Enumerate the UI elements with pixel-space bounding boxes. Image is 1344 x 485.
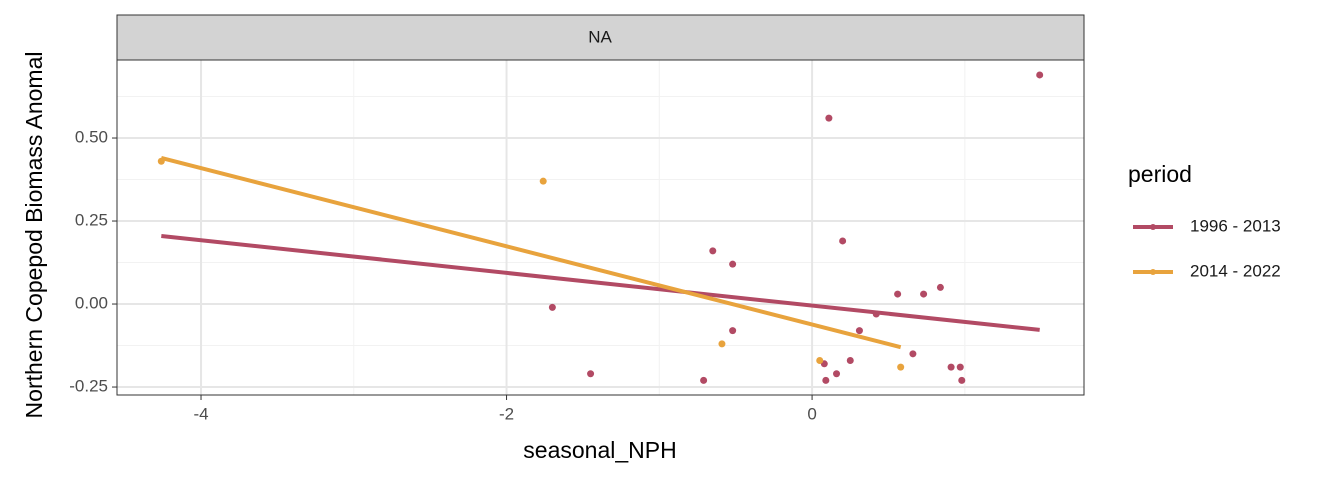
point: [958, 376, 966, 384]
legend-key-point: [1150, 224, 1156, 230]
y-tick-label: 0.50: [75, 128, 108, 147]
y-tick-label: -0.25: [69, 377, 108, 396]
x-tick-label: -2: [499, 404, 514, 423]
point: [539, 177, 547, 185]
point: [909, 350, 917, 358]
point: [872, 310, 880, 318]
x-tick-label: 0: [807, 404, 816, 423]
x-tick-label: -4: [193, 404, 208, 423]
point: [855, 327, 863, 335]
point: [729, 327, 737, 335]
point: [833, 370, 841, 378]
point: [157, 157, 165, 165]
legend-title: period: [1128, 161, 1192, 187]
point: [936, 283, 944, 291]
fit-line: [160, 156, 902, 350]
point: [825, 114, 833, 122]
fit-line: [161, 233, 1040, 332]
point: [709, 247, 717, 255]
point: [1036, 71, 1044, 79]
legend-key-point: [1150, 269, 1156, 275]
y-tick-label: 0.00: [75, 294, 108, 313]
facet-label: NA: [588, 27, 612, 46]
panel-border: [116, 59, 1085, 396]
point: [920, 290, 928, 298]
point: [700, 376, 708, 384]
point: [846, 356, 854, 364]
point: [897, 363, 905, 371]
point: [894, 290, 902, 298]
point: [587, 370, 595, 378]
point: [956, 363, 964, 371]
point: [947, 363, 955, 371]
point: [816, 356, 824, 364]
point: [729, 260, 737, 268]
facet-strip: [116, 14, 1085, 61]
point: [839, 237, 847, 245]
legend-label: 1996 - 2013: [1190, 216, 1281, 235]
y-axis-title: Northern Copepod Biomass Anomal: [21, 52, 47, 419]
point: [548, 303, 556, 311]
legend-label: 2014 - 2022: [1190, 261, 1281, 280]
point: [822, 376, 830, 384]
y-tick-label: 0.25: [75, 211, 108, 230]
point: [718, 340, 726, 348]
x-axis-title: seasonal_NPH: [523, 437, 676, 463]
